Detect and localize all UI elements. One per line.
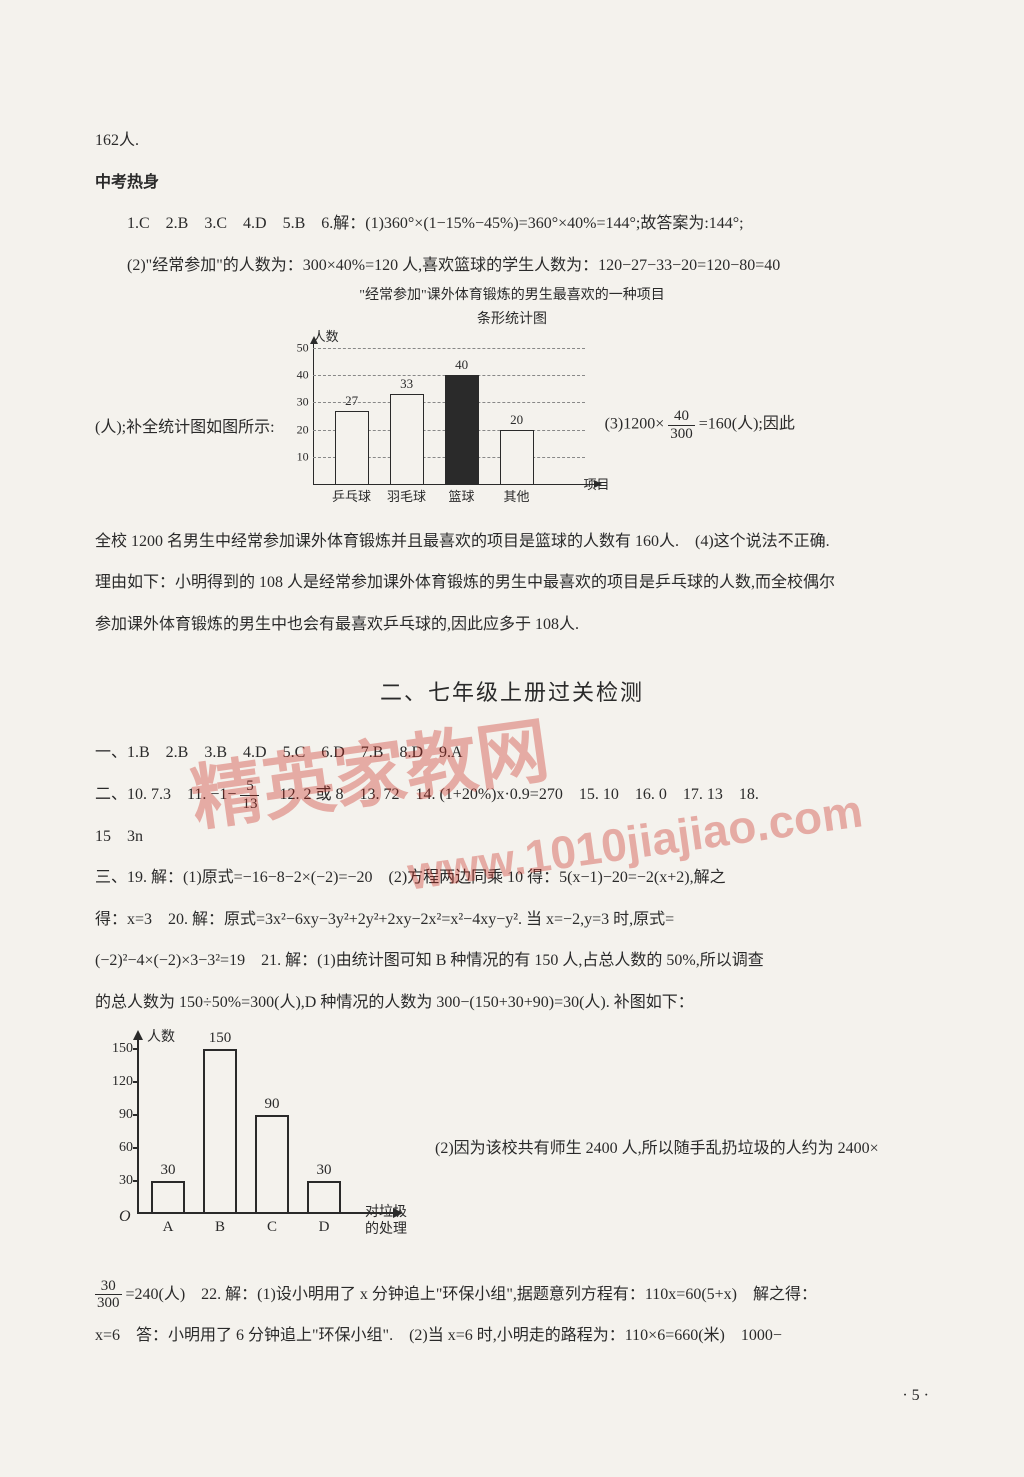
bottom-line1: 30 300 =240(人) 22. 解：(1)设小明用了 x 分钟追上"环保小… [95,1274,929,1316]
chart1-bar-label: 羽毛球 [387,486,426,505]
b-num: 30 [95,1278,122,1296]
chart2-ytickmark [133,1048,139,1050]
s2-p5: 得：x=3 20. 解：原式=3x²−6xy−3y²+2y²+2xy−2x²=x… [95,899,929,941]
chart2-ytick: 60 [103,1140,133,1156]
chart2-bar-value: 90 [265,1096,280,1113]
s2-p4: 三、19. 解：(1)原式=−16−8−2×(−2)=−20 (2)方程两边同乘… [95,857,929,899]
line-l4: 全校 1200 名男生中经常参加课外体育锻炼并且最喜欢的项目是篮球的人数有 16… [95,521,929,563]
line-l6: 参加课外体育锻炼的男生中也会有最喜欢乒乓球的,因此应多于 108人. [95,604,929,646]
s2-p2-num: 5 [240,778,259,796]
chart1-bar [500,430,534,485]
chart2-ytickmark [133,1114,139,1116]
chart2-ylabel: 人数 [147,1026,175,1046]
chart1-bar-value: 27 [345,393,358,409]
chart2-bar-label: B [215,1219,225,1236]
chart2: 人数 O 对垃圾的处理 30609012015030A150B90C30D [95,1034,405,1264]
chart1-ytick: 30 [289,395,309,410]
chart1-bar-label: 乒乓球 [332,486,371,505]
s2-p2: 二、10. 7.3 11. −1− 5 13 12. 2 或 8 13. 72 … [95,774,929,816]
chart2-ytickmark [133,1147,139,1149]
chart2-bar [151,1181,185,1214]
s2-p2-frac: 5 13 [240,778,259,812]
chart2-ytick: 90 [103,1107,133,1123]
chart2-bar [307,1181,341,1214]
chart1-bar [335,411,369,485]
chart2-bar-value: 30 [317,1162,332,1179]
bottom-line2: x=6 答：小明用了 6 分钟追上"环保小组". (2)当 x=6 时,小明走的… [95,1315,929,1357]
heading-zk: 中考热身 [95,162,929,204]
chart2-bar-label: A [163,1219,174,1236]
chart2-right-text: (2)因为该校共有师生 2400 人,所以随手乱扔垃圾的人约为 2400× [405,1128,929,1170]
chart1-ytick: 20 [289,422,309,437]
chart1-title2: 条形统计图 [347,310,677,330]
s2-p6: (−2)²−4×(−2)×3−3²=19 21. 解：(1)由统计图可知 B 种… [95,940,929,982]
chart2-bar [203,1049,237,1214]
s2-p3: 15 3n [95,816,929,858]
chart1-ytick: 40 [289,367,309,382]
chart2-ytick: 30 [103,1173,133,1189]
text-162: 162人. [95,120,929,162]
chart2-ytick: 150 [103,1041,133,1057]
c1r-b: =160(人);因此 [699,416,795,433]
s2-p2b: 12. 2 或 8 13. 72 14. (1+20%)x·0.9=270 15… [263,786,758,803]
b-frac: 30 300 [95,1278,122,1312]
chart2-origin: O [119,1208,131,1226]
chart2-ytickmark [133,1180,139,1182]
c1r-den: 300 [668,426,695,443]
chart2-bar-label: C [267,1219,277,1236]
chart1-bar [390,394,424,484]
chart1-bar [445,375,479,485]
chart1-container: "经常参加"课外体育锻炼的男生最喜欢的一种项目 条形统计图 [347,286,677,329]
s2-p7: 的总人数为 150÷50%=300(人),D 种情况的人数为 300−(150+… [95,982,929,1024]
chart1: 人数 项目 102030405027乒乓球33羽毛球40篮球20其他 [275,338,605,513]
chart2-row: 人数 O 对垃圾的处理 30 60 90 120 150 30 A 150 B 90 C 30 D (2… [95,1024,929,1274]
b-den: 300 [95,1295,122,1312]
chart2-ytickmark [133,1081,139,1083]
s2-p2-den: 13 [240,796,259,813]
chart2-yaxis [137,1039,139,1214]
chart1-ytick: 50 [289,340,309,355]
c1r-num: 40 [668,408,695,426]
chart1-right-text: (3)1200× 40 300 =160(人);因此 [605,408,795,442]
chart1-gridline [313,348,585,349]
line-q1-6: 1.C 2.B 3.C 4.D 5.B 6.解：(1)360°×(1−15%−4… [95,203,929,245]
chart1-bar-label: 篮球 [449,486,475,505]
s2-p2a: 二、10. 7.3 11. −1− [95,786,236,803]
chart1-bar-value: 40 [455,357,468,373]
chart1-yaxis [313,343,314,485]
chart2-ytick: 120 [103,1074,133,1090]
chart2-bar-label: D [319,1219,330,1236]
chart1-row: (人);补全统计图如图所示: 人数 项目 102030405027乒乓球33羽毛… [95,338,929,513]
chart1-left-text: (人);补全统计图如图所示: [95,413,275,437]
s2-p1: 一、1.B 2.B 3.B 4.D 5.C 6.D 7.B 8.D 9.A [95,732,929,774]
chart2-xlabel: 对垃圾的处理 [365,1205,425,1239]
chart2-bar-value: 30 [161,1162,176,1179]
section2-title: 二、七年级上册过关检测 [95,675,929,707]
c1r-frac: 40 300 [668,408,695,442]
chart1-ytick: 10 [289,450,309,465]
page-number: · 5 · [95,1387,929,1405]
b-b1: =240(人) 22. 解：(1)设小明用了 x 分钟追上"环保小组",据题意列… [126,1286,818,1303]
chart1-bar-label: 其他 [504,486,530,505]
chart2-bar-value: 150 [209,1030,232,1047]
chart1-title1: "经常参加"课外体育锻炼的男生最喜欢的一种项目 [347,286,677,306]
chart2-bar [255,1115,289,1214]
c1r-a: (3)1200× [605,416,665,433]
chart1-bar-value: 33 [400,376,413,392]
chart1-arrow-y [310,336,318,344]
chart1-xlabel: 项目 [584,474,610,493]
line-l5: 理由如下：小明得到的 108 人是经常参加课外体育锻炼的男生中最喜欢的项目是乒乓… [95,562,929,604]
line-q2: (2)"经常参加"的人数为：300×40%=120 人,喜欢篮球的学生人数为：1… [95,245,929,287]
chart1-bar-value: 20 [510,412,523,428]
